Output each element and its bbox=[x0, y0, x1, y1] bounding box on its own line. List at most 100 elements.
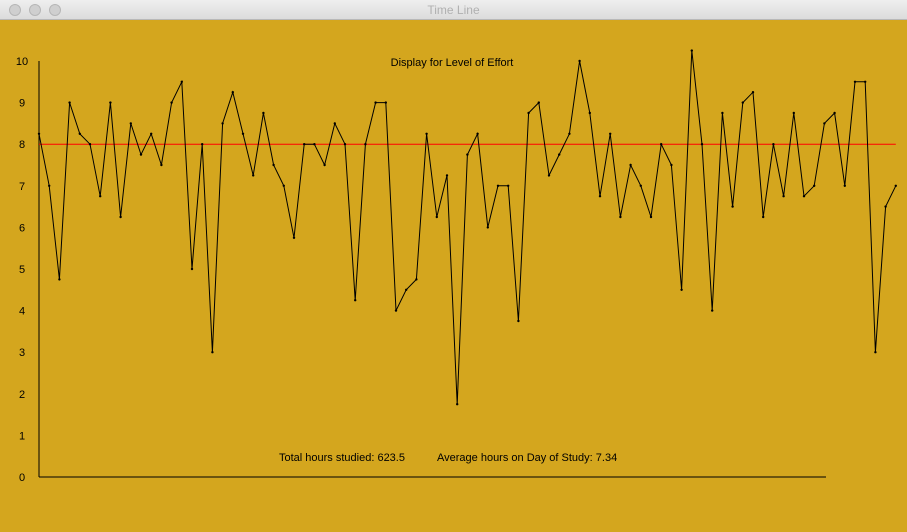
y-tick-label: 4 bbox=[19, 306, 25, 318]
y-tick-label: 3 bbox=[19, 347, 25, 359]
data-point bbox=[802, 195, 806, 198]
data-point bbox=[425, 132, 428, 135]
data-point bbox=[190, 267, 194, 271]
data-point bbox=[507, 184, 510, 187]
data-point bbox=[853, 80, 857, 83]
data-point bbox=[629, 163, 632, 167]
data-point bbox=[884, 205, 887, 208]
data-point bbox=[119, 215, 122, 219]
data-point bbox=[221, 122, 224, 125]
data-point bbox=[496, 184, 500, 187]
data-point bbox=[303, 143, 306, 146]
window-titlebar: Time Line bbox=[0, 0, 907, 20]
data-point bbox=[262, 111, 265, 115]
data-point bbox=[333, 122, 336, 125]
data-point bbox=[680, 288, 683, 291]
y-tick-label: 7 bbox=[19, 181, 25, 193]
data-point bbox=[170, 101, 173, 104]
data-point bbox=[537, 101, 540, 104]
data-point bbox=[405, 288, 408, 291]
data-point bbox=[272, 163, 275, 167]
data-points bbox=[37, 49, 897, 406]
data-point bbox=[78, 132, 82, 135]
data-point bbox=[843, 184, 846, 187]
y-tick-label: 6 bbox=[19, 222, 25, 234]
data-point bbox=[445, 174, 449, 177]
data-point bbox=[374, 101, 377, 104]
data-point bbox=[456, 403, 459, 406]
zoom-window-button[interactable] bbox=[49, 4, 61, 16]
data-point bbox=[639, 184, 642, 187]
data-point bbox=[792, 111, 795, 115]
data-point bbox=[241, 132, 245, 135]
data-point bbox=[180, 80, 183, 83]
data-point bbox=[211, 351, 214, 354]
average-hours-label: Average hours on Day of Study: 7.34 bbox=[437, 452, 617, 464]
data-point bbox=[160, 163, 163, 167]
data-point bbox=[772, 143, 775, 146]
data-point bbox=[343, 143, 347, 146]
data-point bbox=[874, 351, 877, 354]
data-point bbox=[711, 309, 714, 312]
data-point bbox=[252, 174, 255, 177]
data-point bbox=[88, 143, 92, 146]
data-point bbox=[558, 153, 561, 156]
data-point bbox=[864, 80, 867, 83]
minimize-window-button[interactable] bbox=[29, 4, 41, 16]
data-point bbox=[129, 122, 132, 125]
line-chart: 0 1 2 3 4 5 6 7 8 9 10 Display for Level of Effort… bbox=[16, 49, 897, 484]
window-title: Time Line bbox=[427, 3, 480, 17]
data-point bbox=[37, 132, 41, 135]
chart-title: Display for Level of Effort bbox=[391, 57, 514, 69]
chart-canvas: 0 1 2 3 4 5 6 7 8 9 10 Display for Level of Effort… bbox=[4, 21, 907, 527]
data-point bbox=[649, 215, 653, 219]
data-point bbox=[68, 101, 71, 104]
data-point bbox=[700, 143, 704, 146]
data-point bbox=[517, 319, 520, 323]
data-point bbox=[486, 226, 489, 229]
y-tick-labels: 0 1 2 3 4 5 6 7 8 9 10 bbox=[16, 56, 28, 484]
data-point bbox=[833, 111, 836, 115]
y-tick-label: 8 bbox=[19, 139, 25, 151]
data-point bbox=[823, 122, 826, 125]
data-point bbox=[588, 111, 591, 115]
data-point bbox=[568, 132, 571, 135]
close-window-button[interactable] bbox=[9, 4, 21, 16]
data-point bbox=[201, 143, 204, 146]
data-point bbox=[598, 195, 602, 198]
series-line bbox=[38, 50, 897, 405]
data-point bbox=[435, 215, 438, 219]
data-point bbox=[364, 143, 367, 146]
data-point bbox=[415, 278, 418, 281]
data-point bbox=[578, 59, 581, 63]
y-tick-label: 9 bbox=[19, 98, 25, 110]
data-point bbox=[741, 101, 744, 104]
data-point bbox=[670, 163, 673, 167]
data-point bbox=[150, 132, 153, 135]
data-point bbox=[313, 143, 316, 146]
data-point bbox=[609, 132, 612, 135]
data-point bbox=[619, 215, 622, 219]
data-point bbox=[476, 132, 479, 135]
data-point bbox=[660, 143, 663, 146]
data-point bbox=[48, 184, 51, 187]
data-point bbox=[139, 153, 143, 156]
data-point bbox=[721, 111, 724, 115]
data-point bbox=[354, 299, 357, 302]
y-tick-label: 10 bbox=[16, 56, 28, 68]
data-point bbox=[394, 309, 398, 312]
data-point bbox=[282, 184, 285, 187]
data-point bbox=[99, 195, 102, 198]
data-point bbox=[109, 101, 112, 104]
y-tick-label: 5 bbox=[19, 264, 25, 276]
data-point bbox=[894, 184, 897, 187]
data-point bbox=[292, 236, 296, 239]
data-point bbox=[384, 101, 387, 104]
data-point bbox=[323, 163, 326, 167]
data-point bbox=[231, 91, 234, 94]
data-point bbox=[762, 215, 765, 219]
data-point bbox=[527, 111, 530, 115]
data-point bbox=[731, 205, 734, 208]
data-point bbox=[466, 153, 469, 156]
data-point bbox=[813, 184, 816, 187]
